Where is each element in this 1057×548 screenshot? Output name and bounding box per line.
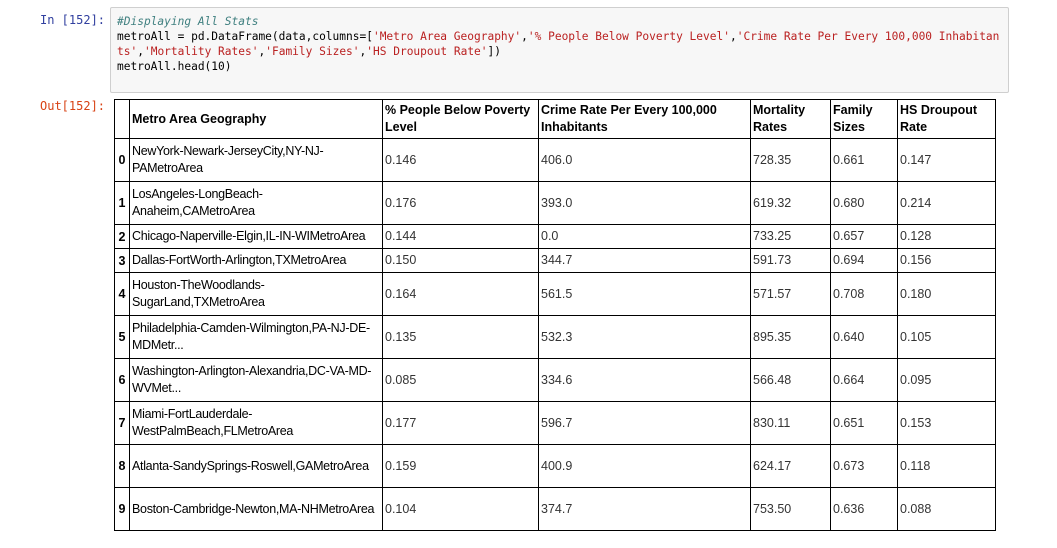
cell-mortality: 830.11 (750, 401, 831, 445)
code-line-head: metroAll.head(10) (117, 60, 232, 73)
cell-family: 0.664 (830, 358, 898, 402)
cell-geography: Atlanta-SandySprings-Roswell,GAMetroArea (129, 444, 383, 488)
cell-family: 0.636 (830, 487, 898, 531)
cell-geography: Philadelphia-Camden-Wilmington,PA-NJ-DE-… (129, 315, 383, 359)
cell-crime: 374.7 (538, 487, 751, 531)
column-header-mortality: Mortality Rates (750, 99, 831, 139)
table-row: 6 Washington-Arlington-Alexandria,DC-VA-… (114, 358, 996, 402)
cell-mortality: 591.73 (750, 248, 831, 273)
dataframe-output-table: Metro Area Geography % People Below Pove… (114, 99, 996, 531)
code-line-comment: #Displaying All Stats (117, 15, 259, 28)
cell-geography: Miami-FortLauderdale-WestPalmBeach,FLMet… (129, 401, 383, 445)
table-row: 7 Miami-FortLauderdale-WestPalmBeach,FLM… (114, 401, 996, 445)
row-index: 0 (114, 138, 130, 182)
cell-crime: 344.7 (538, 248, 751, 273)
cell-mortality: 571.57 (750, 272, 831, 316)
cell-poverty: 0.146 (382, 138, 539, 182)
cell-poverty: 0.144 (382, 224, 539, 249)
row-index: 3 (114, 248, 130, 273)
cell-poverty: 0.176 (382, 181, 539, 225)
table-row: 9 Boston-Cambridge-Newton,MA-NHMetroArea… (114, 487, 996, 531)
column-header-family: Family Sizes (830, 99, 898, 139)
cell-hs-dropout: 0.214 (897, 181, 996, 225)
row-index: 1 (114, 181, 130, 225)
cell-mortality: 895.35 (750, 315, 831, 359)
table-row: 0 NewYork-Newark-JerseyCity,NY-NJ-PAMetr… (114, 138, 996, 182)
cell-geography: Chicago-Naperville-Elgin,IL-IN-WIMetroAr… (129, 224, 383, 249)
cell-mortality: 753.50 (750, 487, 831, 531)
cell-geography: NewYork-Newark-JerseyCity,NY-NJ-PAMetroA… (129, 138, 383, 182)
cell-mortality: 566.48 (750, 358, 831, 402)
table-row: 2 Chicago-Naperville-Elgin,IL-IN-WIMetro… (114, 224, 996, 249)
cell-crime: 393.0 (538, 181, 751, 225)
input-prompt: In [152]: (40, 13, 106, 27)
cell-poverty: 0.135 (382, 315, 539, 359)
cell-crime: 532.3 (538, 315, 751, 359)
column-header-poverty: % People Below Poverty Level (382, 99, 539, 139)
cell-crime: 406.0 (538, 138, 751, 182)
cell-hs-dropout: 0.128 (897, 224, 996, 249)
cell-poverty: 0.164 (382, 272, 539, 316)
cell-geography: LosAngeles-LongBeach-Anaheim,CAMetroArea (129, 181, 383, 225)
row-index: 9 (114, 487, 130, 531)
cell-geography: Boston-Cambridge-Newton,MA-NHMetroArea (129, 487, 383, 531)
row-index: 7 (114, 401, 130, 445)
row-index: 4 (114, 272, 130, 316)
cell-crime: 596.7 (538, 401, 751, 445)
cell-hs-dropout: 0.095 (897, 358, 996, 402)
cell-family: 0.657 (830, 224, 898, 249)
cell-family: 0.661 (830, 138, 898, 182)
cell-geography: Dallas-FortWorth-Arlington,TXMetroArea (129, 248, 383, 273)
cell-family: 0.680 (830, 181, 898, 225)
cell-crime: 561.5 (538, 272, 751, 316)
cell-poverty: 0.150 (382, 248, 539, 273)
cell-family: 0.651 (830, 401, 898, 445)
column-header-hs-dropout: HS Droupout Rate (897, 99, 996, 139)
cell-crime: 400.9 (538, 444, 751, 488)
cell-poverty: 0.085 (382, 358, 539, 402)
cell-family: 0.708 (830, 272, 898, 316)
cell-family: 0.694 (830, 248, 898, 273)
table-row: 3 Dallas-FortWorth-Arlington,TXMetroArea… (114, 248, 996, 273)
output-prompt: Out[152]: (40, 99, 106, 113)
cell-mortality: 733.25 (750, 224, 831, 249)
cell-poverty: 0.104 (382, 487, 539, 531)
cell-hs-dropout: 0.088 (897, 487, 996, 531)
code-cell-editor[interactable]: #Displaying All Stats metroAll = pd.DataF… (110, 7, 1009, 93)
cell-poverty: 0.159 (382, 444, 539, 488)
table-row: 1 LosAngeles-LongBeach-Anaheim,CAMetroAr… (114, 181, 996, 225)
table-row: 4 Houston-TheWoodlands-SugarLand,TXMetro… (114, 272, 996, 316)
cell-hs-dropout: 0.118 (897, 444, 996, 488)
row-index: 5 (114, 315, 130, 359)
cell-geography: Washington-Arlington-Alexandria,DC-VA-MD… (129, 358, 383, 402)
column-header-crime: Crime Rate Per Every 100,000 Inhabitants (538, 99, 751, 139)
cell-hs-dropout: 0.105 (897, 315, 996, 359)
cell-mortality: 619.32 (750, 181, 831, 225)
table-row: 8 Atlanta-SandySprings-Roswell,GAMetroAr… (114, 444, 996, 488)
table-row: 5 Philadelphia-Camden-Wilmington,PA-NJ-D… (114, 315, 996, 359)
column-header-geography: Metro Area Geography (129, 99, 383, 139)
cell-crime: 0.0 (538, 224, 751, 249)
row-index: 2 (114, 224, 130, 249)
cell-crime: 334.6 (538, 358, 751, 402)
code-line-dataframe: metroAll = pd.DataFrame(data,columns=['M… (117, 30, 1000, 58)
cell-family: 0.640 (830, 315, 898, 359)
table-header-row: Metro Area Geography % People Below Pove… (114, 99, 996, 139)
cell-mortality: 728.35 (750, 138, 831, 182)
cell-geography: Houston-TheWoodlands-SugarLand,TXMetroAr… (129, 272, 383, 316)
row-index: 6 (114, 358, 130, 402)
cell-mortality: 624.17 (750, 444, 831, 488)
cell-hs-dropout: 0.147 (897, 138, 996, 182)
cell-hs-dropout: 0.153 (897, 401, 996, 445)
cell-hs-dropout: 0.156 (897, 248, 996, 273)
index-header (114, 99, 130, 139)
row-index: 8 (114, 444, 130, 488)
cell-poverty: 0.177 (382, 401, 539, 445)
cell-family: 0.673 (830, 444, 898, 488)
cell-hs-dropout: 0.180 (897, 272, 996, 316)
